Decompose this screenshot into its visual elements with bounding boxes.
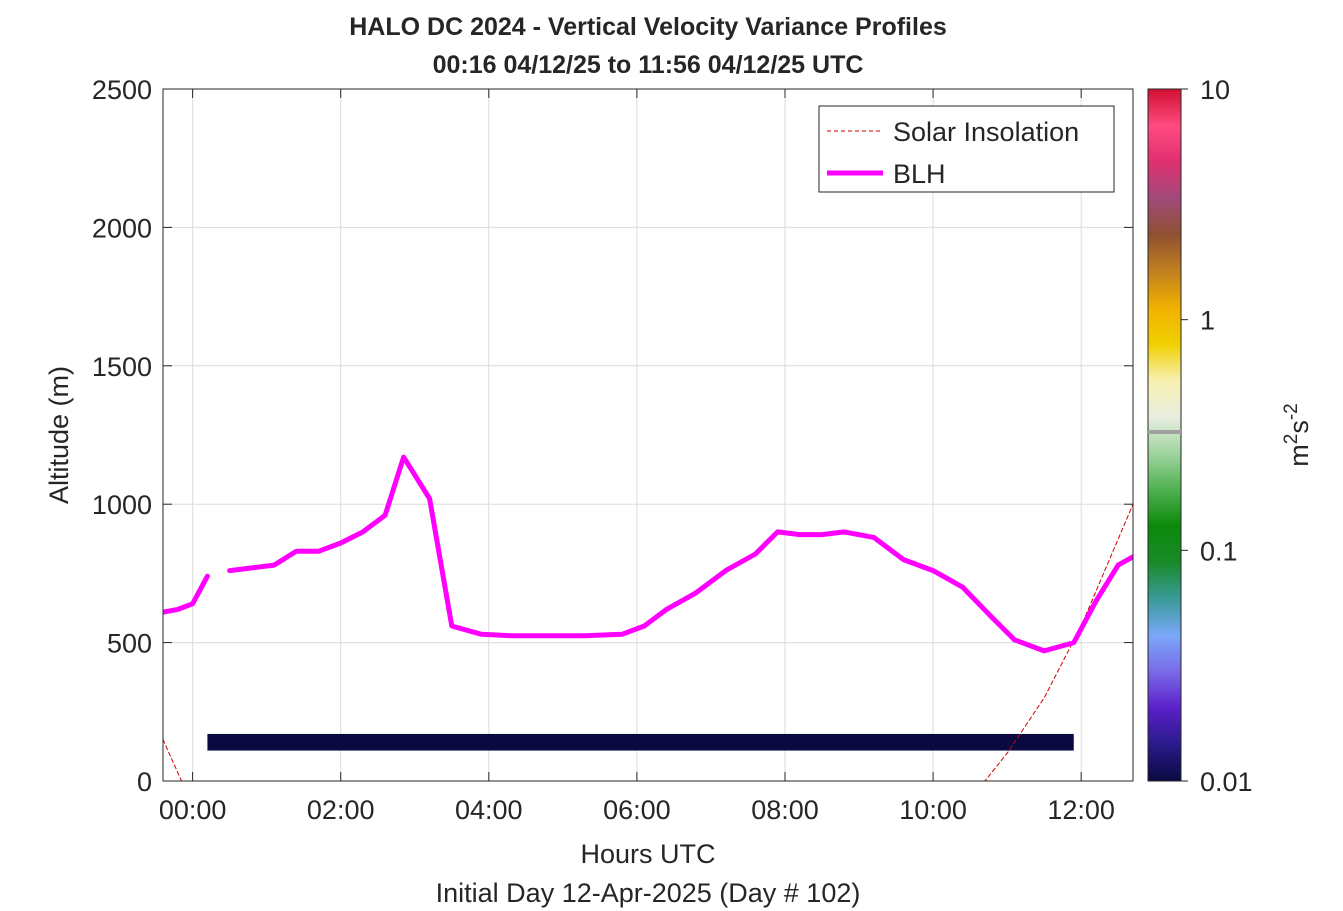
chart-title: HALO DC 2024 - Vertical Velocity Varianc… [349, 13, 947, 41]
colorbar-label-base2: s [1284, 420, 1314, 434]
colorbar-tick-label: 0.1 [1200, 536, 1238, 566]
legend: Solar Insolation BLH [818, 105, 1115, 193]
colorbar-tick-label: 10 [1200, 75, 1230, 105]
chart-subtitle: 00:16 04/12/25 to 11:56 04/12/25 UTC [433, 51, 864, 79]
legend-solar-label: Solar Insolation [893, 117, 1079, 147]
blh-line [227, 454, 1133, 654]
legend-blh-label: BLH [893, 159, 946, 189]
plot-frame [162, 88, 1134, 782]
plot-area [163, 89, 1133, 781]
colorbar-label-base1: m [1284, 444, 1314, 467]
x-tick-label: 08:00 [751, 795, 819, 825]
y-tick-label: 0 [137, 767, 152, 797]
colorbar: 0.01 0.1 1 10 m2s-2 [1147, 75, 1314, 797]
colorbar-marker [1148, 430, 1181, 434]
x-axis-ticks: 00:00 02:00 04:00 06:00 08:00 10:00 12:00 [159, 89, 1115, 825]
x-tick-label: 06:00 [603, 795, 671, 825]
colorbar-gradient [1147, 88, 1182, 782]
series-lines [163, 454, 1133, 781]
colorbar-label-sup1: 2 [1281, 434, 1302, 445]
y-tick-label: 1000 [92, 490, 152, 520]
x-tick-label: 04:00 [455, 795, 523, 825]
blh-line [163, 573, 210, 615]
x-tick-label: 10:00 [899, 795, 967, 825]
heatmap-cell [207, 733, 1074, 751]
y-axis-ticks: 0 500 1000 1500 2000 2500 [92, 75, 1133, 797]
x-tick-label: 12:00 [1047, 795, 1115, 825]
colorbar-tick-label: 1 [1200, 306, 1215, 336]
x-axis-label: Hours UTC [580, 839, 715, 869]
x-tick-label: 00:00 [159, 795, 227, 825]
y-axis-label: Altitude (m) [44, 366, 74, 504]
colorbar-label-sup2: -2 [1281, 403, 1302, 420]
colorbar-ticks: 0.01 0.1 1 10 [1181, 75, 1253, 797]
legend-box [818, 105, 1115, 193]
x-axis-sublabel: Initial Day 12-Apr-2025 (Day # 102) [436, 878, 861, 908]
y-tick-label: 2000 [92, 213, 152, 243]
colorbar-tick-label: 0.01 [1200, 767, 1253, 797]
y-tick-label: 1500 [92, 352, 152, 382]
y-tick-label: 500 [107, 629, 152, 659]
x-tick-label: 02:00 [307, 795, 375, 825]
y-tick-label: 2500 [92, 75, 152, 105]
colorbar-label: m2s-2 [1281, 403, 1314, 466]
heatmap-cells [207, 733, 1074, 751]
